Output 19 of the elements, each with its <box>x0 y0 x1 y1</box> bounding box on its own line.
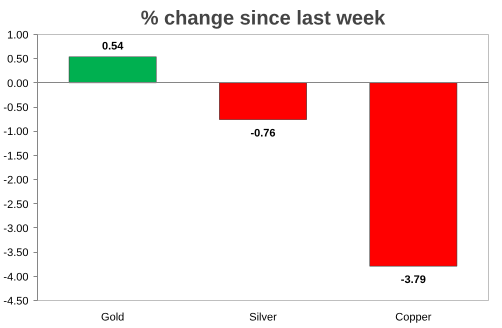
chart-title: % change since last week <box>140 8 386 30</box>
y-tick-label: 0.50 <box>7 54 29 66</box>
y-tick-label: -4.50 <box>3 296 29 308</box>
data-label: -3.79 <box>400 274 426 286</box>
y-tick-label: -4.00 <box>3 271 29 284</box>
y-tick-label: -2.00 <box>3 174 29 187</box>
x-tick-label: Silver <box>249 312 278 324</box>
data-label: 0.54 <box>102 40 124 53</box>
y-tick-label: 0.00 <box>7 78 29 90</box>
y-tick-label: -1.00 <box>3 126 29 138</box>
x-tick-label: Copper <box>395 312 432 324</box>
y-tick-label: -3.50 <box>3 247 29 260</box>
data-label: -0.76 <box>250 128 276 140</box>
y-tick-label: -1.50 <box>3 150 29 162</box>
y-tick-label: 1.00 <box>7 30 29 42</box>
y-tick-label: -0.50 <box>3 102 29 114</box>
x-tick-label: Gold <box>101 312 124 324</box>
y-tick-label: -3.00 <box>3 222 29 235</box>
y-tick-label: -2.50 <box>3 198 29 211</box>
